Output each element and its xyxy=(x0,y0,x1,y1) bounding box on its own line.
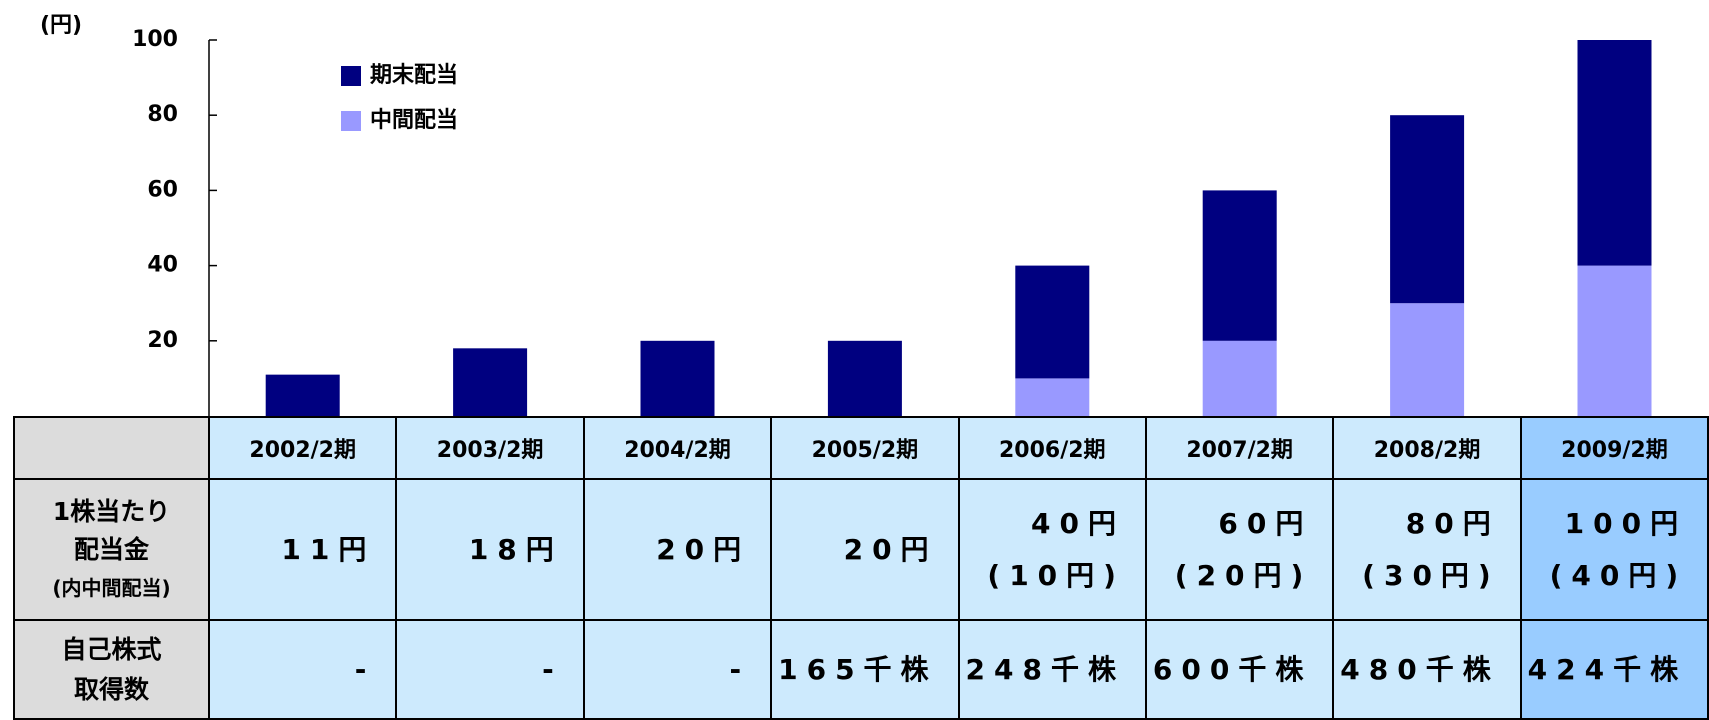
legend-label: 中間配当 xyxy=(370,108,458,133)
table-cell: 424千株 xyxy=(1521,621,1709,720)
legend-swatch xyxy=(341,111,361,131)
bar xyxy=(1577,40,1652,266)
table-cell: 20円 xyxy=(772,480,960,621)
table-cell: - xyxy=(397,621,585,720)
column-header: 2007/2期 xyxy=(1146,416,1335,480)
bar xyxy=(1390,303,1465,416)
y-tick-label: 80 xyxy=(147,102,178,127)
cell-text: 165千株 xyxy=(778,652,938,686)
bar xyxy=(453,348,528,416)
cell-text: 配当金 xyxy=(73,534,149,564)
cell-text: (内中間配当) xyxy=(52,575,171,600)
table-cell: 100円 (40円) xyxy=(1521,480,1709,621)
cell-text: 600千株 xyxy=(1152,652,1313,686)
table-cell: 20円 xyxy=(584,480,773,621)
column-header: 2005/2期 xyxy=(772,416,960,480)
row-header: 自己株式 取得数 xyxy=(13,621,210,720)
cell-text: 2008/2期 xyxy=(1373,438,1481,463)
bar xyxy=(1202,190,1277,341)
cell-text: 1株当たり xyxy=(52,496,171,526)
column-header: 2003/2期 xyxy=(397,416,585,480)
legend-swatch xyxy=(341,66,361,86)
bar xyxy=(640,340,715,416)
cell-text: 2005/2期 xyxy=(811,438,919,463)
data-table: 2002/2期 2003/2期 2004/2期 2005/2期 2006/2期 2007/… xyxy=(13,416,1709,720)
cell-text: - xyxy=(354,652,376,686)
table-cell: 18円 xyxy=(397,480,585,621)
table-cell: 80円 (30円) xyxy=(1334,480,1522,621)
table-cell: 40円 (10円) xyxy=(959,480,1147,621)
cell-text: 2004/2期 xyxy=(624,438,731,463)
cell-text: (10円) xyxy=(987,558,1125,592)
column-header: 2002/2期 xyxy=(210,416,398,480)
cell-text: - xyxy=(542,652,563,686)
cell-text: 480千株 xyxy=(1340,652,1500,686)
cell-text: 40円 xyxy=(1030,506,1125,540)
cell-text: 2006/2期 xyxy=(998,438,1106,463)
cell-text: 2002/2期 xyxy=(249,438,356,463)
cell-text: 取得数 xyxy=(73,674,149,704)
cell-text: 2009/2期 xyxy=(1561,438,1668,463)
column-header: 2009/2期 xyxy=(1521,416,1709,480)
y-tick-label: 40 xyxy=(147,253,178,278)
column-header: 2006/2期 xyxy=(959,416,1147,480)
cell-text: (40円) xyxy=(1549,558,1688,592)
column-header: 2004/2期 xyxy=(584,416,773,480)
column-header: 2008/2期 xyxy=(1334,416,1522,480)
cell-text: - xyxy=(729,652,751,686)
bar xyxy=(827,340,902,416)
corner-cell xyxy=(13,416,210,480)
cell-text: 60円 xyxy=(1218,506,1313,540)
cell-text: 248千株 xyxy=(965,652,1125,686)
table-cell: 11円 xyxy=(210,480,398,621)
unit-label: (円) xyxy=(40,13,82,38)
bar xyxy=(265,374,340,416)
bar xyxy=(1202,340,1277,416)
cell-text: 100円 xyxy=(1564,506,1688,540)
legend-label: 期末配当 xyxy=(370,63,458,88)
y-tick-label: 100 xyxy=(132,27,178,52)
table-cell: - xyxy=(584,621,773,720)
bar xyxy=(1577,265,1652,416)
bar xyxy=(1390,115,1465,304)
bar xyxy=(1015,265,1090,379)
table-cell: 165千株 xyxy=(772,621,960,720)
cell-text: 20円 xyxy=(843,532,938,566)
cell-text: 20円 xyxy=(656,532,751,566)
cell-text: 2003/2期 xyxy=(436,438,544,463)
table-cell: 480千株 xyxy=(1334,621,1522,720)
table-cell: 600千株 xyxy=(1146,621,1335,720)
row-header: 1株当たり配当金 (内中間配当) xyxy=(13,480,210,621)
y-tick-label: 60 xyxy=(147,177,178,202)
y-tick-label: 20 xyxy=(147,328,178,353)
bar xyxy=(1015,378,1090,416)
cell-text: 424千株 xyxy=(1527,652,1688,686)
cell-text: 80円 xyxy=(1405,506,1500,540)
cell-text: (30円) xyxy=(1362,558,1500,592)
cell-text: 18円 xyxy=(468,532,563,566)
cell-text: 11円 xyxy=(281,532,376,566)
cell-text: 2007/2期 xyxy=(1186,438,1293,463)
table-cell: 60円 (20円) xyxy=(1146,480,1335,621)
cell-text: 自己株式 xyxy=(61,634,162,664)
cell-text: (20円) xyxy=(1174,558,1313,592)
table-cell: 248千株 xyxy=(959,621,1147,720)
table-cell: - xyxy=(210,621,398,720)
